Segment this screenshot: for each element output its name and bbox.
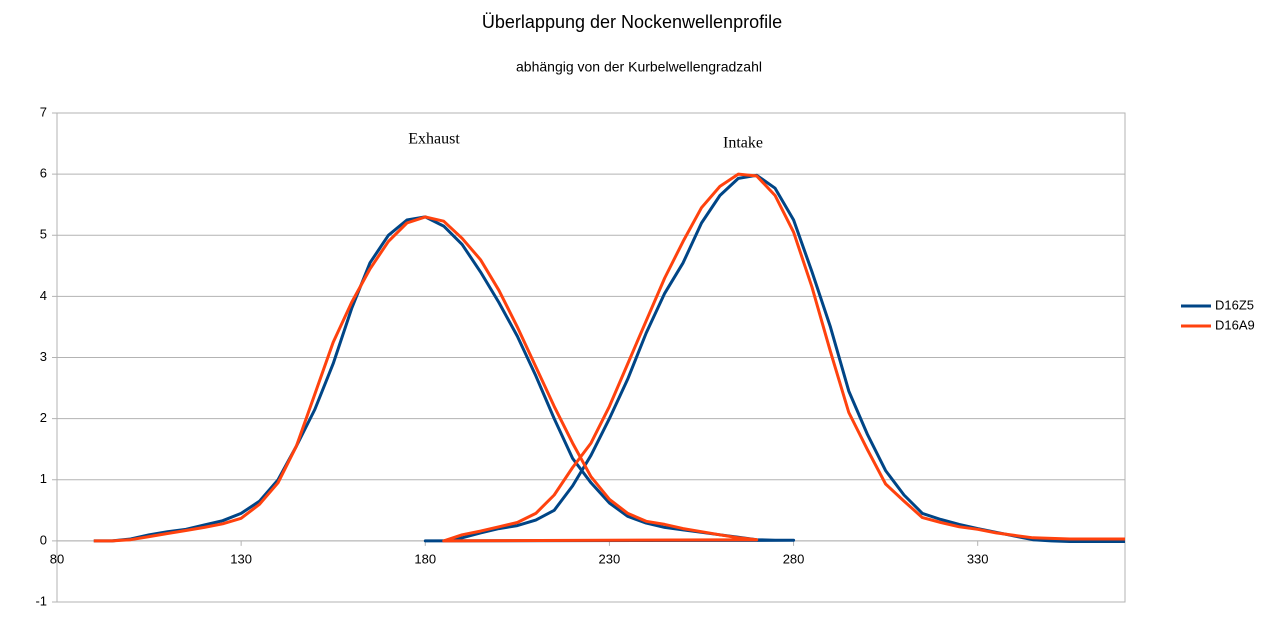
legend-label: D16A9 [1215, 317, 1255, 332]
y-tick-label: 0 [40, 532, 47, 547]
series-line [93, 173, 1125, 543]
series-line [93, 172, 1125, 543]
legend-label: D16Z5 [1215, 297, 1254, 312]
chart-subtitle: abhängig von der Kurbelwellengradzahl [516, 59, 762, 75]
y-tick-label: 3 [40, 349, 47, 364]
x-tick-label: 230 [599, 551, 621, 566]
x-tick-label: 330 [967, 551, 989, 566]
x-tick-label: 280 [783, 551, 805, 566]
y-tick-label: 5 [40, 227, 47, 242]
x-tick-label: 130 [230, 551, 252, 566]
y-tick-label: 1 [40, 471, 47, 486]
x-tick-label: 180 [414, 551, 436, 566]
annotation: Intake [723, 135, 763, 152]
y-tick-label: 6 [40, 166, 47, 181]
y-tick-label: 2 [40, 410, 47, 425]
x-tick-label: 80 [50, 551, 64, 566]
annotation: Exhaust [408, 131, 460, 148]
y-tick-label: -1 [35, 593, 47, 608]
chart-title: Überlappung der Nockenwellenprofile [482, 12, 782, 32]
y-tick-label: 4 [40, 288, 47, 303]
y-tick-label: 7 [40, 104, 47, 119]
